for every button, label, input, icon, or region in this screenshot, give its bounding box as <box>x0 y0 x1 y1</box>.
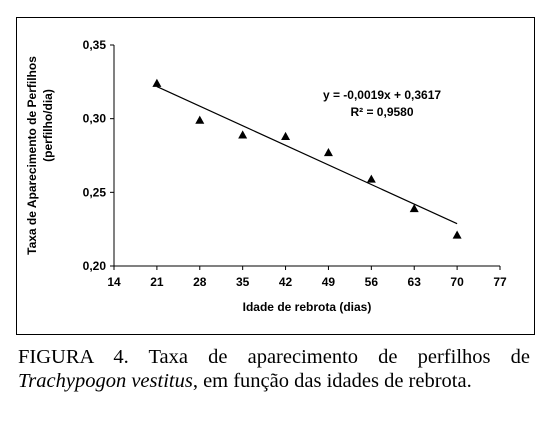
data-point <box>366 174 376 183</box>
x-tick-label: 42 <box>279 275 293 289</box>
y-tick-label: 0,35 <box>83 38 107 52</box>
trendline-equation: y = -0,0019x + 0,3617 <box>323 88 441 102</box>
data-point <box>238 130 248 139</box>
y-axis-label: Taxa de Aparecimento de Perfilhos <box>25 56 39 255</box>
data-point <box>452 230 462 239</box>
y-axis-label-unit: (perfilho/dia) <box>41 89 55 162</box>
x-tick-label: 77 <box>493 275 507 289</box>
x-tick-label: 35 <box>236 275 250 289</box>
y-tick-label: 0,20 <box>83 259 107 273</box>
data-points <box>152 78 462 239</box>
data-point <box>195 115 205 124</box>
trendline-group <box>156 86 458 225</box>
x-axis-label: Idade de rebrota (dias) <box>243 300 372 314</box>
y-tick-label: 0,30 <box>83 112 107 126</box>
data-point <box>152 78 162 87</box>
chart-frame: 14 21 28 35 42 49 56 63 70 77 0,20 0,25 0,30 0,35 y =… <box>16 17 535 335</box>
caption-suffix: , em função das idades de rebrota. <box>192 370 472 392</box>
r-squared-label: R² = 0,9580 <box>350 105 413 119</box>
y-tick-label: 0,25 <box>83 185 107 199</box>
x-tick-label: 21 <box>150 275 164 289</box>
x-tick-label: 28 <box>193 275 207 289</box>
x-tick-label: 49 <box>322 275 336 289</box>
data-point <box>281 131 291 140</box>
caption-species: Trachypogon vestitus <box>18 370 193 392</box>
ticks: 14 21 28 35 42 49 56 63 70 77 0,20 0,25 0,30 0,35 <box>83 38 507 289</box>
scatter-chart: 14 21 28 35 42 49 56 63 70 77 0,20 0,25 0,30 0,35 y =… <box>25 38 507 314</box>
trendline <box>156 86 458 225</box>
x-tick-label: 70 <box>450 275 464 289</box>
axes <box>113 45 500 267</box>
caption-prefix: FIGURA 4. Taxa de aparecimento de perfil… <box>18 346 530 368</box>
data-point <box>409 204 419 213</box>
x-tick-label: 14 <box>107 275 121 289</box>
x-tick-label: 63 <box>408 275 422 289</box>
x-tick-label: 56 <box>365 275 379 289</box>
figure-caption: FIGURA 4. Taxa de aparecimento de perfil… <box>18 345 530 393</box>
data-point <box>323 148 333 157</box>
